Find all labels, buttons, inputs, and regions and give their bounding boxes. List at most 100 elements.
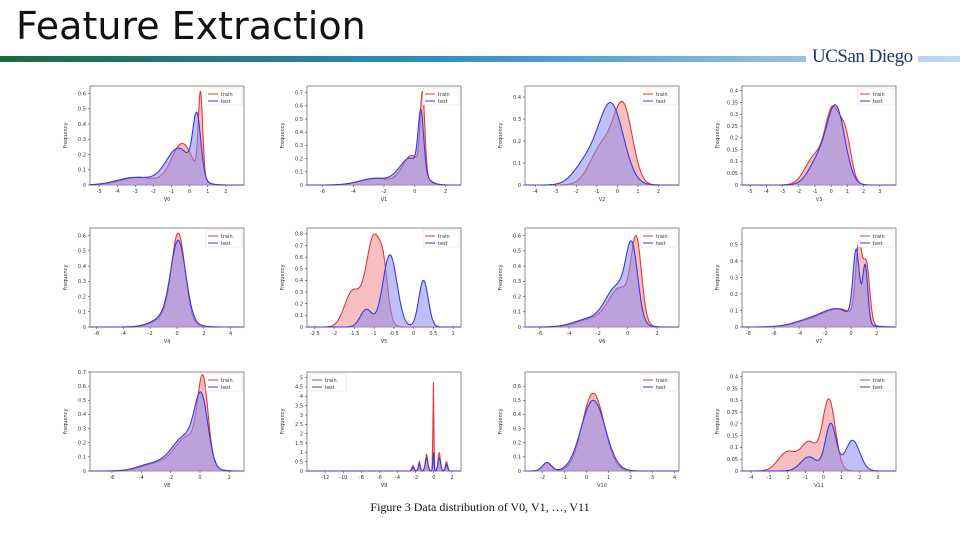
y-tick-label: 0.7	[295, 90, 303, 96]
x-tick-label: -2	[168, 475, 173, 481]
y-tick-label: 0	[300, 469, 303, 475]
y-tick-label: 0.2	[78, 152, 86, 158]
density-chart-v0: -5 -4 -3 -2 -1 0 1 2 0 0.1 0.2 0.3 0.4 0.5 0.6 V0 Freque…	[58, 80, 248, 205]
y-tick-label: 0.2	[513, 294, 521, 300]
x-tick-label: 0	[616, 189, 619, 195]
series-area-test	[90, 391, 244, 471]
x-tick-label: 2	[629, 475, 632, 481]
x-tick-label: -0.5	[389, 331, 399, 337]
y-tick-label: 1	[300, 450, 303, 456]
series-area-test	[742, 249, 896, 327]
x-tick-label: -5	[97, 189, 102, 195]
header-bar	[0, 56, 960, 62]
x-axis-label: V0	[164, 197, 171, 203]
y-tick-label: 0.6	[295, 255, 303, 261]
series-line-test	[307, 452, 461, 472]
y-tick-label: 0.3	[513, 426, 521, 432]
x-tick-label: -1	[594, 189, 599, 195]
x-tick-label: -4	[533, 189, 538, 195]
x-tick-label: 2	[228, 475, 231, 481]
y-tick-label: 0.6	[78, 91, 86, 97]
x-tick-label: 0	[412, 331, 415, 337]
y-tick-label: 0	[735, 325, 738, 331]
legend-label-test: test	[873, 99, 883, 105]
y-tick-label: 0.3	[730, 112, 738, 118]
legend-label-test: test	[221, 99, 231, 105]
x-tick-label: -1	[812, 189, 817, 195]
density-chart-v1: -6 -4 -2 0 2 0 0.1 0.2 0.3 0.4 0.5 0.6 0.7 V1 Frequenc…	[275, 80, 465, 205]
series-line-test	[307, 254, 461, 328]
x-tick-label: 1	[607, 475, 610, 481]
density-chart-v9: -12 -10 -8 -6 -4 -2 0 2 0 0.5 1 1.5 2 2.5 3 3.5 4 4.5 5 V9 F…	[275, 366, 465, 491]
y-tick-label: 0.3	[295, 143, 303, 149]
series-line-test	[90, 391, 244, 472]
x-tick-label: -5	[748, 189, 753, 195]
series-line-test	[307, 108, 461, 186]
y-tick-label: 3	[300, 413, 303, 419]
density-chart-v4: -6 -4 -2 0 2 4 0 0.1 0.2 0.3 0.4 0.5 0.6 V4 Frequency t…	[58, 222, 248, 347]
y-tick-label: 0.5	[295, 267, 303, 273]
y-tick-label: 0.7	[295, 243, 303, 249]
x-tick-label: -4	[797, 331, 802, 337]
y-tick-label: 0	[735, 183, 738, 189]
x-tick-label: -1.5	[350, 331, 360, 337]
y-tick-label: 0.2	[730, 136, 738, 142]
x-tick-label: -6	[772, 331, 777, 337]
density-chart-v5: -2.5 -2 -1.5 -1 -0.5 0 0.5 1 0 0.1 0.2 0.3 0.4 0.5 0.6…	[275, 222, 465, 347]
x-tick-label: 0.5	[429, 331, 437, 337]
x-tick-label: 0	[822, 475, 825, 481]
y-tick-label: 0.1	[730, 159, 738, 165]
series-area-test	[742, 423, 896, 471]
x-tick-label: 3	[876, 475, 879, 481]
series-line-test	[525, 399, 679, 472]
y-axis-label: Frequency	[63, 123, 69, 149]
x-tick-label: 2	[224, 189, 227, 195]
x-tick-label: 3	[878, 189, 881, 195]
x-axis-label: V1	[381, 197, 388, 203]
x-tick-label: -2	[574, 189, 579, 195]
y-axis-label: Frequency	[715, 123, 721, 149]
density-chart-v7: -8 -6 -4 -2 0 2 0 0.1 0.2 0.3 0.4 0.5 V7 Frequency tra…	[710, 222, 900, 347]
y-tick-label: 0	[300, 325, 303, 331]
x-tick-label: -1	[803, 475, 808, 481]
y-tick-label: 0.2	[513, 139, 521, 145]
series-area-test	[307, 109, 461, 185]
x-tick-label: -6	[110, 475, 115, 481]
x-tick-label: -2	[413, 475, 418, 481]
y-tick-label: 4.5	[295, 385, 303, 391]
y-tick-label: 0.05	[727, 457, 738, 463]
x-axis-label: V2	[599, 197, 606, 203]
legend-label-test: test	[221, 385, 231, 391]
y-tick-label: 0.6	[513, 233, 521, 239]
y-axis-label: Frequency	[715, 265, 721, 291]
y-tick-label: 0	[518, 325, 521, 331]
legend-label-train: train	[873, 234, 885, 240]
y-tick-label: 0.5	[730, 242, 738, 248]
y-tick-label: 0.2	[730, 292, 738, 298]
series-line-test	[89, 111, 244, 186]
y-tick-label: 0.3	[78, 137, 86, 143]
y-tick-label: 0.7	[78, 370, 86, 376]
x-tick-label: 2	[875, 331, 878, 337]
y-tick-label: 0.2	[78, 294, 86, 300]
x-tick-label: 2	[444, 189, 447, 195]
y-tick-label: 0.4	[730, 259, 738, 265]
x-tick-label: 1	[206, 189, 209, 195]
y-tick-label: 0	[735, 469, 738, 475]
y-tick-label: 0.5	[513, 249, 521, 255]
y-tick-label: 0.15	[727, 147, 738, 153]
density-chart-v3: -5 -4 -3 -2 -1 0 1 2 3 0 0.05 0.1 0.15 0.2 0.25 0.3 0.35…	[710, 80, 900, 205]
page-title: Feature Extraction	[16, 4, 366, 48]
x-tick-label: -4	[395, 475, 400, 481]
x-tick-label: -1	[562, 475, 567, 481]
x-tick-label: -1	[372, 331, 377, 337]
x-tick-label: -3	[553, 189, 558, 195]
legend-label-test: test	[873, 241, 883, 247]
x-tick-label: 3	[651, 475, 654, 481]
x-axis-label: V3	[816, 197, 823, 203]
series-area-test	[525, 240, 679, 327]
y-tick-label: 0.15	[727, 433, 738, 439]
legend-label-train: train	[325, 378, 337, 384]
x-axis-label: V11	[814, 483, 824, 489]
x-tick-label: -2	[151, 189, 156, 195]
